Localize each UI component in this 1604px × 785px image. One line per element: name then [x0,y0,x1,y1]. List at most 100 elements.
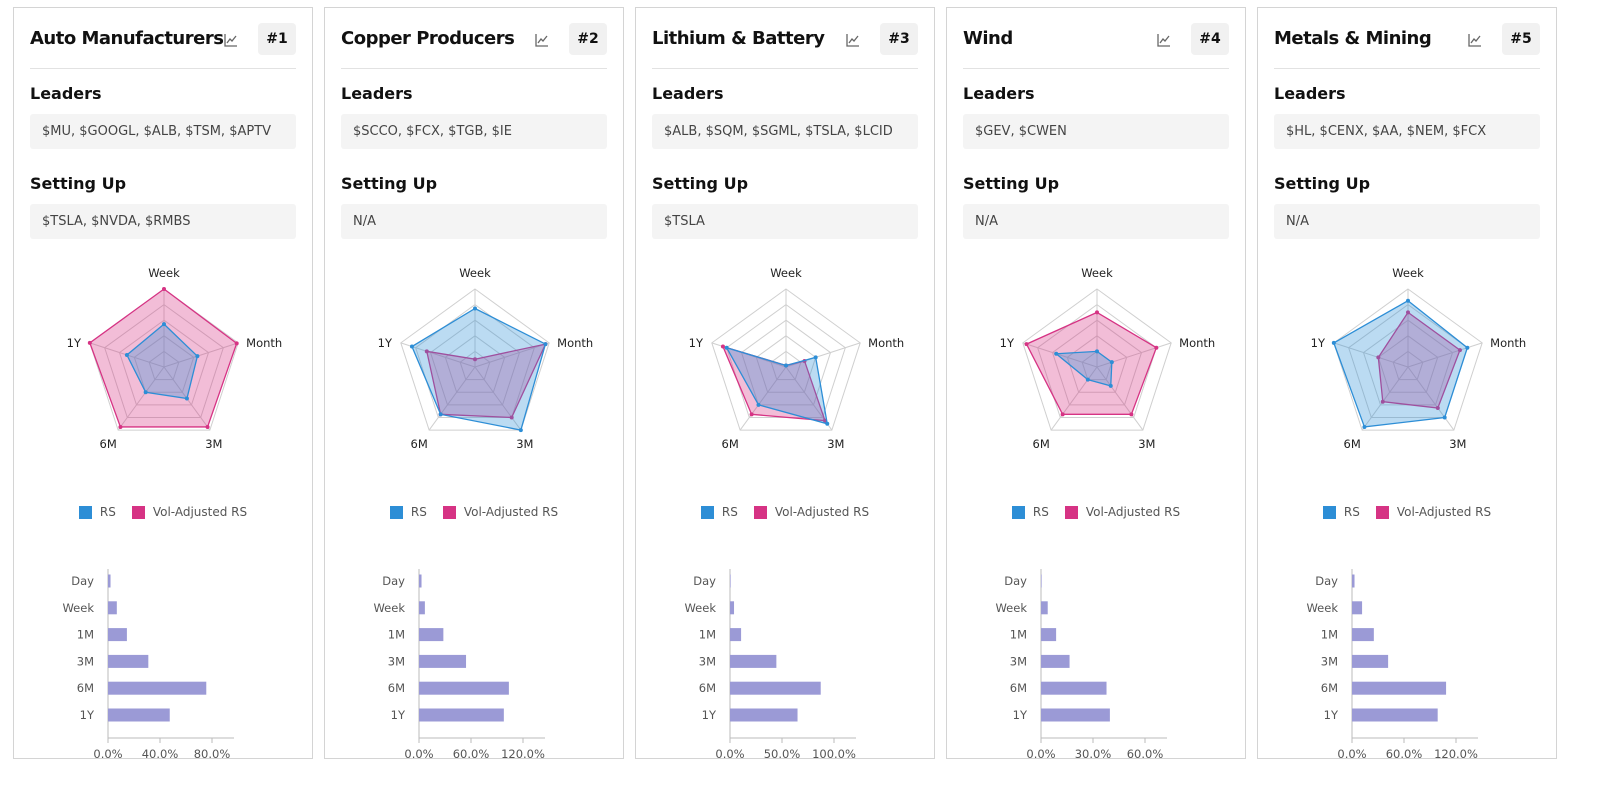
legend-vol-adjusted-rs[interactable]: Vol-Adjusted RS [1375,505,1492,519]
card-title: Lithium & Battery [652,28,825,49]
radar-series-vol-adjusted-rs [1025,311,1158,415]
bar-category-label: 3M [1321,654,1338,668]
industry-card-5: Metals & Mining #5 Leaders $HL, $CENX, $… [1257,7,1557,761]
setting-up-tickers: N/A [341,204,607,239]
bar-tick-label: 0.0% [1026,747,1055,761]
chart-trend-icon[interactable] [218,28,244,52]
radar-grid-ring [415,303,535,418]
radar-point [1380,399,1385,404]
radar-series-vol-adjusted-rs [89,288,238,428]
radar-axis-label: Month [1179,336,1215,350]
performance-bar-chart: Day Week 1M 3M 6M 1Y 0.0% 60.0% 120.0% [1258,568,1558,767]
radar-series-rs [126,323,199,400]
bar-category-label: Day [382,574,405,588]
bar-category-label: 6M [699,681,716,695]
legend-vol-adjusted-rs[interactable]: Vol-Adjusted RS [1064,505,1180,519]
bar-day [1352,574,1355,588]
rs-swatch [700,505,714,519]
radar-point [234,341,239,346]
setting-up-tickers: $TSLA, $NVDA, $RMBS [30,204,296,239]
chart-trend-icon[interactable] [529,28,555,52]
rank-badge: #2 [569,23,607,55]
radar-point [518,428,523,433]
bar-3m [108,654,149,668]
bar-category-label: Day [1315,574,1338,588]
legend-vol-adjusted-rs[interactable]: Vol-Adjusted RS [442,505,558,519]
legend-vol-adjusted-rs[interactable]: Vol-Adjusted RS [131,505,247,519]
bar-3m [419,654,467,668]
radar-point [720,344,725,349]
radar-point [195,354,200,359]
bar-category-label: 1Y [1013,708,1028,722]
legend-rs-label: RS [410,505,427,519]
bar-category-label: 3M [1010,654,1027,668]
radar-axis-label: 3M [516,437,533,451]
bar-category-label: 1Y [391,708,406,722]
radar-axis-label: Month [868,336,904,350]
radar-axis-label: 6M [1033,437,1050,451]
radar-point [1362,424,1367,429]
bar-category-label: 1M [699,628,716,642]
radar-grid-ring [429,319,521,406]
card-header: Copper Producers #2 [341,22,607,69]
bar-1y [419,708,504,722]
radar-point [825,421,830,426]
radar-spoke [1096,366,1144,431]
bar-tick-label: 60.0% [1127,747,1164,761]
radar-point [424,349,429,354]
radar-point [1376,355,1381,360]
radar-point [1442,415,1447,420]
radar-legend: RS Vol-Adjusted RS [1258,505,1556,519]
bar-week [1041,601,1048,615]
radar-point [1457,348,1462,353]
vol-adjusted-rs-swatch [442,505,456,519]
radar-spoke [1096,342,1172,368]
leaders-label: Leaders [1274,84,1346,103]
legend-rs[interactable]: RS [389,505,427,519]
legend-vol-adjusted-rs[interactable]: Vol-Adjusted RS [753,505,870,519]
radar-point [473,357,477,362]
radar-point [143,390,148,395]
bar-3m [730,654,777,668]
rs-radar-chart: Week Month 3M 6M 1Y [325,262,625,466]
bar-1y [108,708,170,722]
legend-rs[interactable]: RS [1322,505,1360,519]
legend-rs[interactable]: RS [1011,505,1049,519]
radar-axis-label: Week [1392,266,1424,280]
rs-radar-chart: Week Month 3M 6M 1Y [14,262,314,466]
bar-1m [108,628,127,642]
radar-spoke [1022,342,1098,368]
radar-axis-label: 6M [1344,437,1361,451]
chart-trend-icon[interactable] [840,28,866,52]
legend-rs-label: RS [721,505,738,519]
leaders-label: Leaders [963,84,1035,103]
legend-rs[interactable]: RS [78,505,116,519]
radar-point [1095,310,1099,315]
radar-axis-label: 3M [827,437,844,451]
legend-vol-label: Vol-Adjusted RS [774,505,870,519]
radar-point [1406,298,1410,303]
chart-trend-icon[interactable] [1151,28,1177,52]
bar-3m [1352,654,1389,668]
industry-card-2: Copper Producers #2 Leaders $SCCO, $FCX,… [324,7,625,761]
legend-rs[interactable]: RS [700,505,738,519]
bar-tick-label: 100.0% [812,747,856,761]
legend-vol-label: Vol-Adjusted RS [1396,505,1492,519]
card-title: Copper Producers [341,28,515,49]
radar-point [1465,345,1470,350]
radar-point [813,355,818,360]
radar-axis-label: Week [148,266,180,280]
chart-trend-icon[interactable] [1462,28,1488,52]
bar-1m [1041,628,1057,642]
radar-grid-ring [400,288,550,431]
radar-axis-label: 6M [722,437,739,451]
bar-tick-label: 30.0% [1075,747,1112,761]
bar-category-label: 1M [1321,628,1338,642]
radar-grid-ring [770,350,802,381]
card-header: Metals & Mining #5 [1274,22,1540,69]
radar-point [784,363,788,368]
bar-category-label: 6M [77,681,94,695]
radar-point [1406,310,1410,315]
radar-axis-label: 1Y [1000,336,1015,350]
